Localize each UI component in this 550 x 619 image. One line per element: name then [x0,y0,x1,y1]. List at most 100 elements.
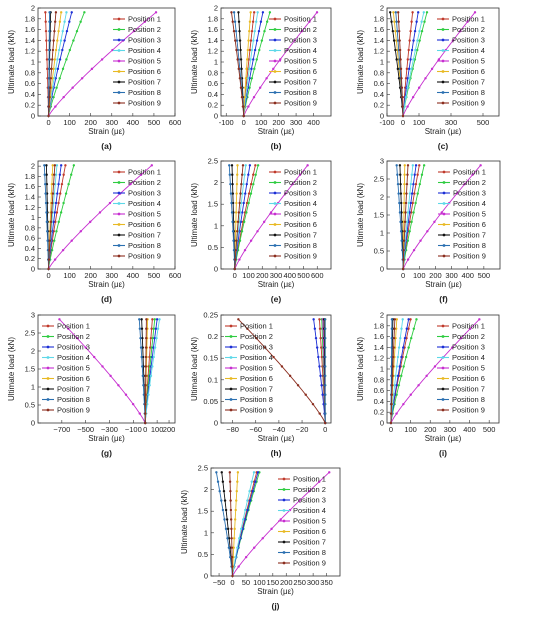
series-point-position-3 [396,374,400,378]
y-tick-label: 1 [214,58,218,67]
legend-entry: Position 1 [57,322,90,331]
series-point-position-2 [64,192,68,195]
series-point-position-5 [478,318,481,321]
series-point-position-1 [45,39,48,42]
series-point-position-6 [246,48,250,52]
series-point-position-9 [392,346,395,349]
y-tick-label: 1.4 [208,36,218,45]
series-point-position-9 [53,173,56,176]
x-tick-label: 500 [148,271,161,280]
series-point-position-8 [324,318,327,321]
series-point-position-5 [253,546,256,549]
legend-marker [441,101,445,105]
x-tick-label: 200 [256,271,269,280]
legend-marker [441,366,445,370]
series-point-position-2 [265,20,269,23]
panel-6: 0 0.5 1 1.5 2 2.5 3 0 100 200 300 400 500 Strain (με)… [356,157,501,304]
series-point-position-4 [248,489,251,493]
series-point-position-5 [433,220,436,224]
series-point-position-1 [62,173,65,176]
legend-entry: Position 7 [57,385,90,394]
legend-marker [117,17,121,21]
series-point-position-9 [400,77,403,80]
series-point-position-2 [395,393,398,396]
legend-marker [441,324,445,328]
series-point-position-5 [143,20,147,23]
series-point-position-3 [410,48,414,52]
x-tick-label: −500 [77,425,94,434]
series-point-position-3 [56,192,59,195]
series-point-position-8 [141,374,145,378]
series-point-position-4 [156,327,160,330]
series-point-position-5 [424,77,427,80]
series-point-position-8 [48,20,51,23]
series-point-position-8 [394,11,397,14]
series-point-position-8 [216,480,220,483]
series-point-position-5 [117,384,120,387]
x-tick-label: −60 [249,425,262,434]
legend-entry: Position 2 [57,332,90,341]
legend-marker [273,202,277,205]
series-point-position-4 [422,11,425,14]
y-tick-label: 2 [204,485,208,494]
legend-marker [282,488,286,491]
series-point-position-8 [138,318,141,321]
series-point-position-2 [422,164,426,167]
series-point-position-2 [247,201,250,205]
series-point-position-3 [242,201,245,205]
series-line-position-7 [389,12,404,117]
series-point-position-9 [404,201,408,205]
series-point-position-5 [84,346,87,349]
y-axis-label: Ultimate load (kN) [7,337,16,401]
series-point-position-2 [397,384,401,387]
x-axis-label: Strain (με) [258,280,295,289]
y-tick-label: 0.8 [374,375,384,384]
y-axis-label: Ultimate load (kN) [7,30,16,94]
x-tick-label: 0 [143,425,147,434]
series-point-position-5 [284,192,287,195]
legend-entry: Position 4 [240,353,273,362]
x-tick-label: 200 [429,271,442,280]
series-point-position-3 [52,220,55,224]
legend-entry: Position 8 [284,88,317,97]
series-point-position-5 [75,336,79,340]
legend-marker [273,223,277,226]
series-point-position-4 [52,77,56,80]
x-tick-label: 0 [46,271,50,280]
series-point-position-7 [394,48,397,52]
series-point-position-8 [47,58,51,61]
series-point-position-7 [237,20,241,23]
series-point-position-9 [403,239,406,242]
legend-entry: Position 3 [57,343,90,352]
series-point-position-3 [317,355,320,359]
series-point-position-8 [228,164,231,167]
panel-label: (b) [271,141,282,151]
legend-marker [117,70,121,73]
y-tick-label: 1.5 [198,507,208,516]
series-point-position-7 [392,39,396,42]
series-point-position-6 [235,499,238,502]
y-tick-label: 1.2 [25,203,35,212]
series-point-position-8 [395,164,398,167]
series-point-position-2 [253,67,256,71]
series-line-position-1 [48,165,66,270]
series-point-position-3 [414,164,418,167]
series-point-position-6 [51,164,54,167]
x-tick-label: 400 [307,118,320,127]
legend-marker [117,254,121,258]
series-point-position-8 [324,336,327,340]
series-point-position-1 [249,182,253,186]
series-line-position-8 [228,165,236,270]
legend-entry: Position 9 [452,99,485,108]
series-line-position-4 [390,319,404,424]
series-point-position-9 [280,365,284,368]
series-point-position-4 [238,537,241,540]
series-point-position-9 [50,211,53,214]
series-line-position-5 [402,12,476,117]
series-point-position-2 [410,220,413,224]
y-tick-label: 2 [214,178,218,187]
legend-entry: Position 7 [293,538,326,547]
legend-marker [46,366,50,370]
legend-entry: Position 9 [128,99,161,108]
